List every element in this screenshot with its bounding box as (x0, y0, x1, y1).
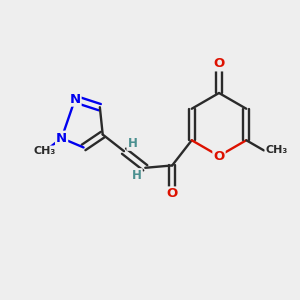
Text: methyl: methyl (43, 150, 48, 152)
Text: O: O (167, 188, 178, 200)
Text: H: H (132, 169, 142, 182)
Text: O: O (213, 149, 225, 163)
Text: N: N (56, 132, 67, 145)
Text: CH₃: CH₃ (266, 146, 288, 155)
Text: N: N (70, 93, 81, 106)
Text: CH₃: CH₃ (34, 146, 56, 156)
Text: O: O (213, 57, 225, 70)
Text: H: H (128, 137, 137, 150)
